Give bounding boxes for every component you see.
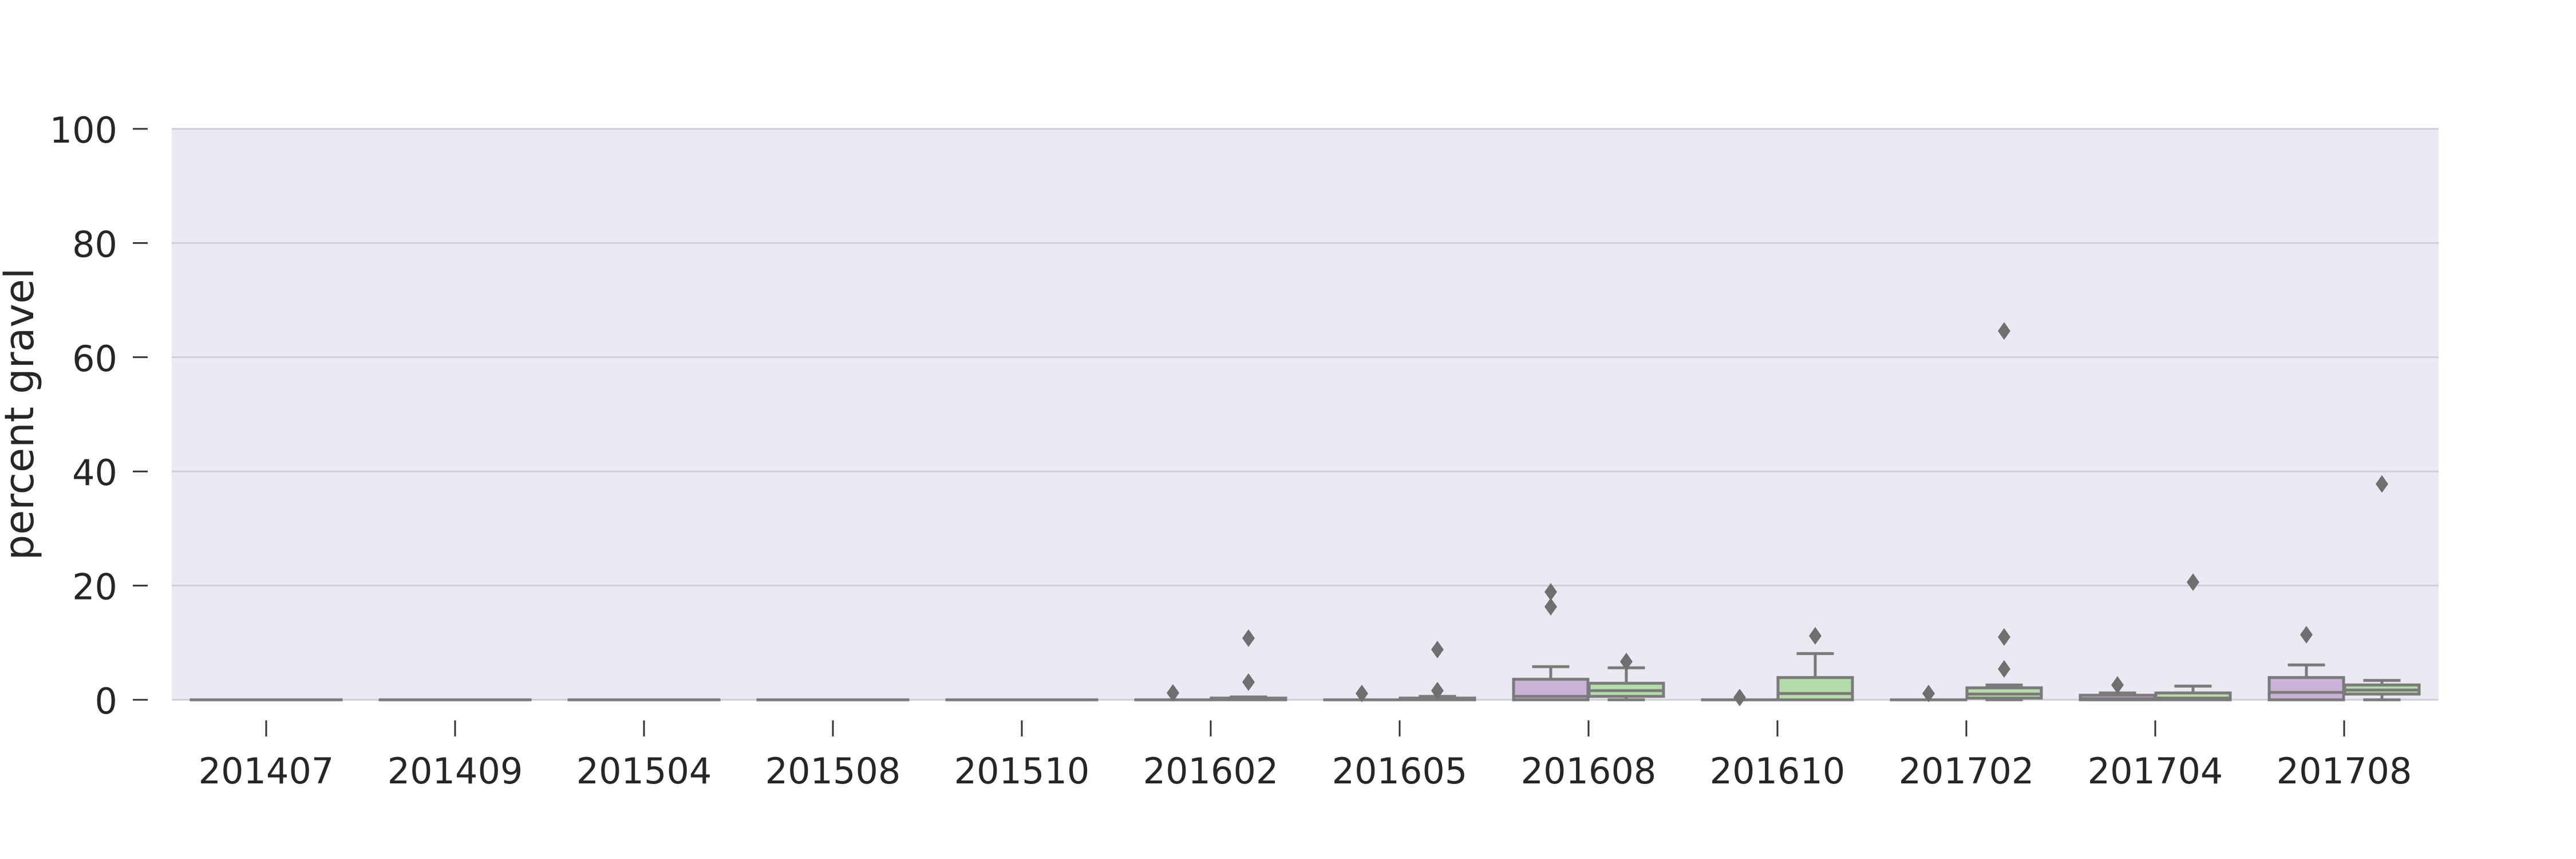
- box: [2267, 676, 2345, 702]
- y-tick-label: 40: [72, 452, 117, 494]
- outlier-point: [1620, 652, 1633, 671]
- x-tick-label: 201605: [1332, 750, 1468, 792]
- x-tick-label: 201504: [576, 750, 712, 792]
- box-groups: [189, 322, 2421, 707]
- y-tick-label: 100: [50, 109, 117, 151]
- x-tick-label: 201510: [954, 750, 1090, 792]
- box-group: [1776, 626, 1854, 702]
- box-group: [1134, 684, 1212, 702]
- box-group: [1890, 684, 1967, 703]
- x-tick-label: 201704: [2088, 750, 2223, 792]
- box-group: [1965, 322, 2043, 702]
- outlier-point: [1922, 684, 1935, 703]
- box: [2154, 691, 2232, 702]
- x-tick-label: 201702: [1899, 750, 2034, 792]
- gridlines: [172, 128, 2439, 701]
- outlier-point: [1998, 660, 2010, 678]
- x-tick-label: 201508: [765, 750, 901, 792]
- x-tick-label: 201407: [199, 750, 334, 792]
- outlier-point: [1431, 681, 1444, 700]
- box-group: [1512, 583, 1590, 702]
- plot-background: [172, 129, 2439, 700]
- box-group: [1323, 684, 1401, 703]
- outlier-point: [1998, 628, 2010, 646]
- outlier-point: [2111, 676, 2124, 694]
- x-tick-label: 201610: [1710, 750, 1846, 792]
- x-axis: 201407 201409 201504 201508 201510 201602 2016…: [199, 720, 2412, 792]
- outlier-point: [2187, 573, 2199, 592]
- outlier-point: [1809, 626, 1822, 645]
- box-group: [1398, 640, 1476, 702]
- y-axis: 0 20 40 60 80 100: [50, 109, 148, 722]
- x-tick-label: 201608: [1521, 750, 1657, 792]
- outlier-point: [1242, 673, 1255, 691]
- box-group: [2343, 475, 2421, 702]
- box-group: [1210, 629, 1287, 702]
- outlier-point: [2376, 475, 2388, 493]
- y-axis-label: percent gravel: [0, 268, 43, 560]
- box-group: [1587, 652, 1665, 702]
- outlier-point: [2300, 625, 2313, 644]
- outlier-point: [1167, 684, 1179, 702]
- outlier-point: [1544, 583, 1557, 601]
- y-tick-label: 60: [72, 338, 117, 380]
- x-tick-label: 201708: [2277, 750, 2412, 792]
- x-tick-label: 201409: [388, 750, 523, 792]
- outlier-point: [1356, 684, 1368, 703]
- outlier-point: [1998, 322, 2010, 340]
- outlier-point: [1733, 688, 1746, 707]
- x-tick-label: 201602: [1143, 750, 1279, 792]
- box: [1776, 676, 1854, 702]
- y-tick-label: 20: [72, 566, 117, 608]
- y-tick-label: 80: [72, 223, 117, 265]
- outlier-point: [1431, 640, 1444, 659]
- outlier-point: [1242, 629, 1255, 647]
- box-group: [2154, 573, 2232, 702]
- outlier-point: [1544, 598, 1557, 616]
- y-tick-label: 0: [95, 680, 117, 722]
